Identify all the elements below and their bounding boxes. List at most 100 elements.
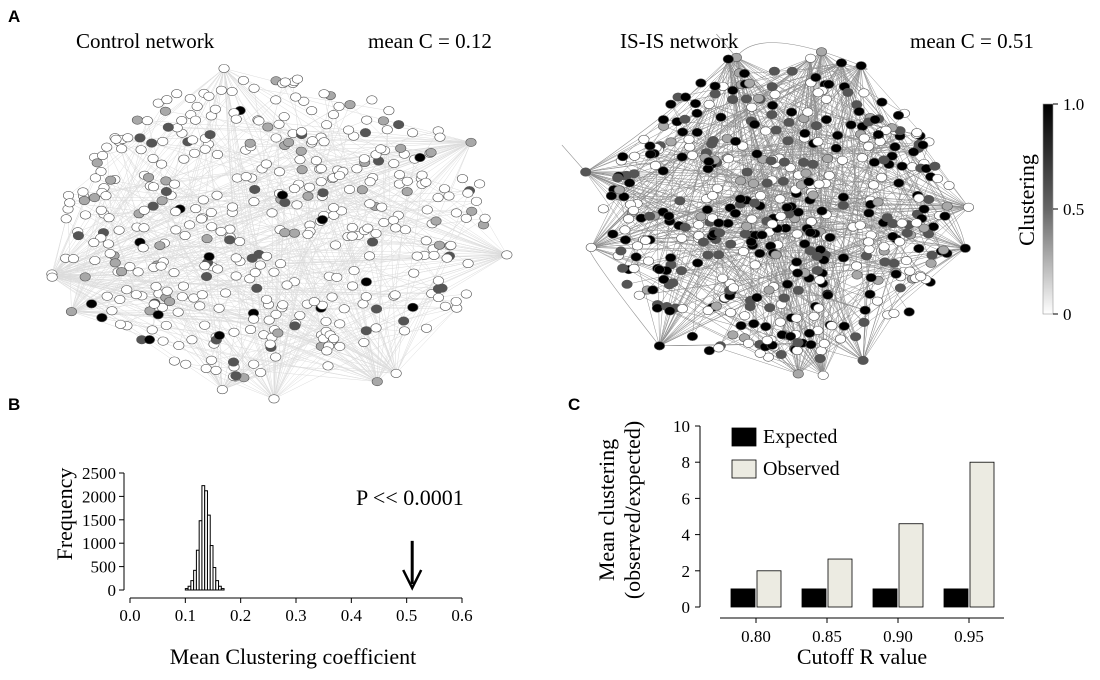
network-edge xyxy=(585,139,645,173)
network-edge xyxy=(394,191,408,295)
network-node xyxy=(740,94,752,104)
network-node xyxy=(279,77,291,87)
network-node xyxy=(124,262,136,272)
network-node xyxy=(91,158,103,168)
network-node xyxy=(154,241,166,251)
network-edge xyxy=(167,290,432,294)
network-edge xyxy=(211,212,275,399)
clustering-ratio-bar-chart: 0 2 4 6 8 10 0.80 0.85 0.90 0.95 xyxy=(673,417,1004,646)
network-node xyxy=(836,155,848,165)
network-node xyxy=(792,268,804,278)
network-edge xyxy=(780,215,946,323)
network-edge xyxy=(730,254,777,284)
network-node xyxy=(212,264,224,274)
network-edge xyxy=(712,254,719,308)
network-edge xyxy=(622,146,869,157)
network-node xyxy=(291,200,303,210)
network-node xyxy=(881,213,893,223)
network-node xyxy=(356,185,368,195)
network-node xyxy=(308,297,320,307)
network-edge xyxy=(585,57,737,173)
network-node xyxy=(184,93,196,103)
network-edge xyxy=(71,229,406,312)
network-node xyxy=(263,315,275,325)
network-node xyxy=(749,119,761,129)
network-node xyxy=(147,201,159,211)
network-node xyxy=(291,74,303,84)
network-edge xyxy=(860,65,942,252)
network-node xyxy=(876,97,888,107)
p-value-annotation: P << 0.0001 xyxy=(356,485,464,510)
network-edge xyxy=(222,158,365,390)
network-node xyxy=(783,117,795,127)
network-node xyxy=(629,151,641,161)
network-node xyxy=(443,191,455,201)
network-edge xyxy=(591,247,797,319)
network-node xyxy=(607,229,619,239)
network-edge xyxy=(71,245,450,312)
network-node xyxy=(613,185,625,195)
network-edge xyxy=(715,239,816,307)
network-node xyxy=(148,299,160,309)
network-node xyxy=(377,116,389,126)
network-edge xyxy=(273,130,439,399)
network-edge xyxy=(591,204,969,248)
network-node xyxy=(691,108,703,118)
colorbar-tick-label-high: 1.0 xyxy=(1063,95,1084,114)
network-node xyxy=(132,267,144,277)
network-node xyxy=(122,133,134,143)
network-node xyxy=(799,128,811,138)
network-node xyxy=(644,149,656,159)
network-edge xyxy=(591,133,861,248)
network-node xyxy=(190,204,202,214)
network-node xyxy=(456,174,468,184)
network-edge xyxy=(71,311,220,336)
network-node xyxy=(737,246,749,256)
network-node xyxy=(88,238,100,248)
network-node xyxy=(832,130,844,140)
network-node xyxy=(640,235,652,245)
network-node xyxy=(869,115,881,125)
network-node xyxy=(428,250,440,260)
network-node xyxy=(210,365,222,375)
network-node xyxy=(375,144,387,154)
network-node xyxy=(164,297,176,307)
network-node xyxy=(114,319,126,329)
network-node xyxy=(260,159,272,169)
network-node xyxy=(738,68,750,78)
network-node xyxy=(911,128,923,138)
network-node xyxy=(370,323,382,333)
network-node xyxy=(344,100,356,110)
network-edge xyxy=(273,307,457,400)
network-node xyxy=(768,66,780,76)
network-edge xyxy=(223,68,486,219)
network-node xyxy=(432,276,444,286)
network-node xyxy=(407,302,419,312)
network-node xyxy=(362,223,374,233)
network-node xyxy=(697,237,709,247)
network-node xyxy=(215,85,227,95)
network-node xyxy=(865,273,877,283)
network-node xyxy=(695,212,707,222)
histogram-x-axis-label: Mean Clustering coefficient xyxy=(170,644,416,669)
network-edge xyxy=(860,65,913,167)
network-node xyxy=(864,289,876,299)
network-edge xyxy=(301,134,397,374)
network-edge xyxy=(900,207,969,277)
network-node xyxy=(896,161,908,171)
network-node xyxy=(249,184,261,194)
network-node xyxy=(95,166,107,176)
network-node xyxy=(191,101,203,111)
network-edge xyxy=(718,347,799,375)
network-node xyxy=(823,171,835,181)
network-node xyxy=(817,370,829,380)
network-edge xyxy=(669,310,799,375)
network-edge xyxy=(353,142,472,271)
network-node xyxy=(211,190,223,200)
network-node xyxy=(64,198,76,208)
network-node xyxy=(751,293,763,303)
network-node xyxy=(941,201,953,211)
network-node xyxy=(714,228,726,238)
network-node xyxy=(248,314,260,324)
